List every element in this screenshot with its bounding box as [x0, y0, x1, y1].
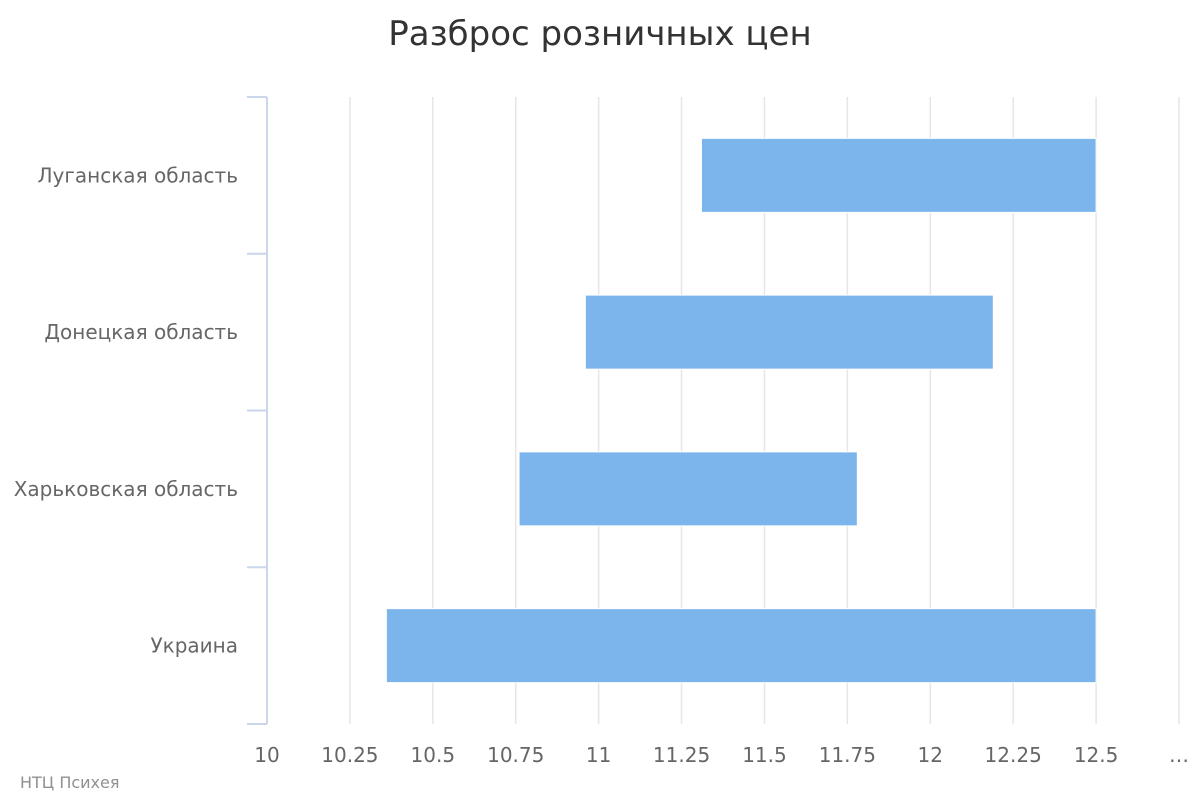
x-tick-label: 10.5 [411, 743, 456, 767]
range-bar [584, 294, 994, 370]
category-label: Луганская область [38, 163, 238, 187]
x-tick-label: 12 [918, 743, 943, 767]
chart-title: Разброс розничных цен [388, 14, 812, 54]
x-tick-label: 10.75 [487, 743, 544, 767]
credits[interactable]: НТЦ Психея [20, 773, 120, 792]
x-tick-label: 12.5 [1074, 743, 1119, 767]
x-tick-label: 11.5 [742, 743, 787, 767]
axis-labels: 10 10.25 10.5 10.75 11 11.25 11.5 11.75 12 12.25 1… [14, 163, 1189, 767]
x-tick-label: 11.75 [819, 743, 876, 767]
x-tick-label: … [1169, 743, 1189, 767]
x-tick-label: 10 [254, 743, 279, 767]
x-tick-label: 12.25 [985, 743, 1042, 767]
category-label: Харьковская область [14, 477, 238, 501]
range-bar [385, 608, 1097, 684]
category-axis [247, 96, 268, 725]
bars [385, 137, 1097, 684]
x-tick-label: 10.25 [321, 743, 378, 767]
x-tick-label: 11.25 [653, 743, 710, 767]
x-tick-label: 11 [586, 743, 611, 767]
range-bar [518, 451, 858, 527]
category-label: Украина [150, 634, 238, 658]
category-label: Донецкая область [44, 320, 238, 344]
range-bar [700, 137, 1097, 213]
